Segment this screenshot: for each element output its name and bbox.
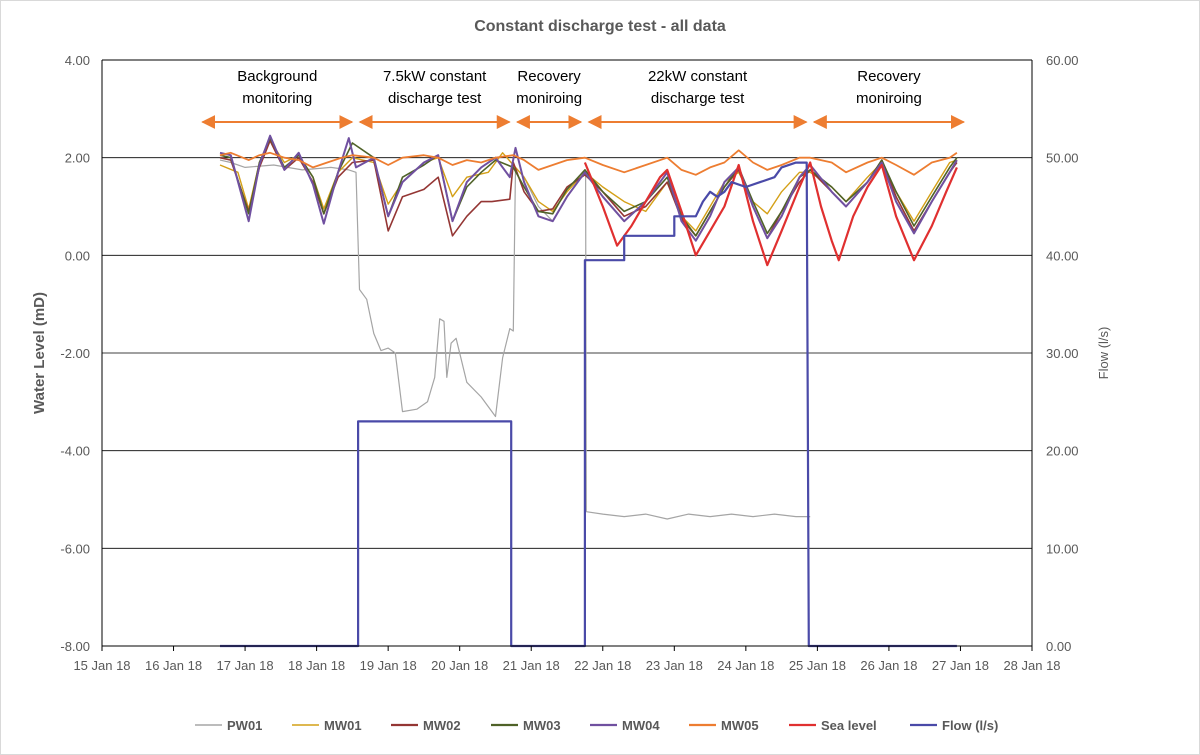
y-tick-label: 0.00 [65,248,90,263]
phase-label: discharge test [388,90,482,107]
series-line-pw01 [219,159,811,520]
y2-tick-label: 30.00 [1046,346,1079,361]
chart-title: Constant discharge test - all data [474,18,726,35]
phase-label: moniroing [516,90,582,107]
series-line-mw01 [219,139,958,232]
x-tick-label: 16 Jan 18 [145,658,202,673]
y-tick-label: -4.00 [60,444,90,459]
y2-tick-label: 10.00 [1046,541,1079,556]
y-tick-label: -2.00 [60,346,90,361]
legend-label: MW05 [721,718,759,733]
x-tick-label: 18 Jan 18 [288,658,345,673]
legend-label: Flow (l/s) [942,718,998,733]
y2-tick-label: 20.00 [1046,444,1079,459]
y-tick-label: -6.00 [60,541,90,556]
y-tick-label: 4.00 [65,53,90,68]
x-tick-label: 27 Jan 18 [932,658,989,673]
legend-label: MW04 [622,718,660,733]
x-tick-label: 24 Jan 18 [717,658,774,673]
y2-tick-label: 50.00 [1046,151,1079,166]
phase-label: 22kW constant [648,68,748,85]
legend-label: MW01 [324,718,362,733]
x-tick-label: 28 Jan 18 [1003,658,1060,673]
phase-label: Recovery [857,68,921,85]
series-line-sea-level [583,161,958,267]
legend-label: MW03 [523,718,561,733]
x-tick-label: 21 Jan 18 [503,658,560,673]
series-line-mw05 [219,149,958,176]
legend-label: MW02 [423,718,461,733]
x-tick-label: 22 Jan 18 [574,658,631,673]
y2-tick-label: 60.00 [1046,53,1079,68]
y2-axis-label: Flow (l/s) [1096,327,1111,380]
series-line-mw04 [219,134,958,242]
series-line-mw03 [219,137,958,237]
x-tick-label: 26 Jan 18 [860,658,917,673]
phase-label: Background [237,68,317,85]
series-line-mw02 [219,139,958,239]
phase-label: moniroing [856,90,922,107]
y-tick-label: -8.00 [60,639,90,654]
legend-label: Sea level [821,718,877,733]
legend-label: PW01 [227,718,262,733]
x-tick-label: 25 Jan 18 [789,658,846,673]
x-tick-label: 20 Jan 18 [431,658,488,673]
y-tick-label: 2.00 [65,151,90,166]
x-tick-label: 15 Jan 18 [73,658,130,673]
phase-label: monitoring [242,90,312,107]
phase-label: 7.5kW constant [383,68,487,85]
phase-label: discharge test [651,90,745,107]
phase-label: Recovery [517,68,581,85]
y-axis-label: Water Level (mD) [31,292,48,414]
x-tick-label: 17 Jan 18 [217,658,274,673]
y2-tick-label: 0.00 [1046,639,1071,654]
y2-tick-label: 40.00 [1046,248,1079,263]
x-tick-label: 23 Jan 18 [646,658,703,673]
x-tick-label: 19 Jan 18 [360,658,417,673]
